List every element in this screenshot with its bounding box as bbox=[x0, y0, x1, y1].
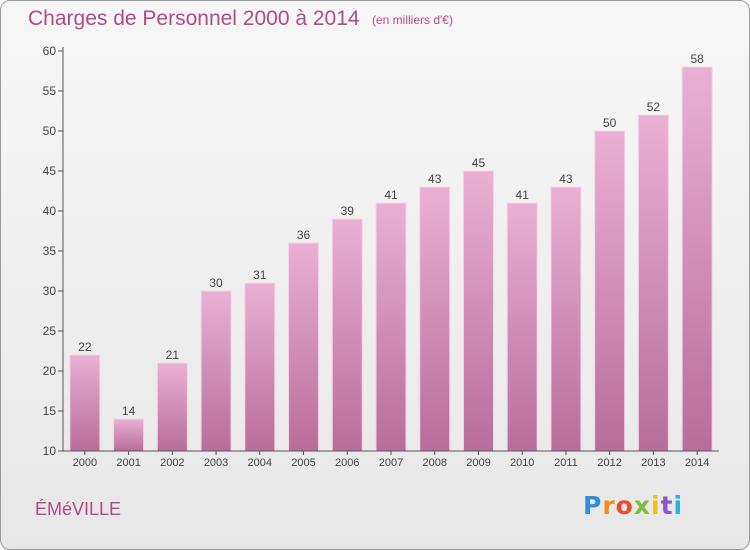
chart-unit-subtitle: (en milliers d'€) bbox=[372, 13, 453, 27]
x-tick-label: 2009 bbox=[466, 457, 490, 469]
logo-letter: i bbox=[673, 491, 684, 520]
x-tick-label: 2010 bbox=[510, 457, 534, 469]
y-tick-label: 50 bbox=[43, 124, 57, 138]
y-tick-label: 45 bbox=[43, 164, 57, 178]
x-tick-label: 2003 bbox=[204, 457, 228, 469]
bar bbox=[200, 290, 232, 452]
bar-value-label: 22 bbox=[78, 340, 92, 354]
bar-value-label: 43 bbox=[428, 172, 442, 186]
y-tick-label: 15 bbox=[43, 404, 57, 418]
y-tick-label: 10 bbox=[43, 444, 57, 458]
bar bbox=[506, 202, 538, 452]
x-tick-label: 2013 bbox=[641, 457, 665, 469]
x-tick-label: 2004 bbox=[248, 457, 272, 469]
x-tick-label: 2014 bbox=[685, 457, 709, 469]
logo-letter: P bbox=[583, 491, 603, 520]
bar bbox=[594, 130, 626, 452]
y-tick-label: 30 bbox=[43, 284, 57, 298]
bar bbox=[550, 186, 582, 452]
bar bbox=[244, 282, 276, 452]
bar bbox=[375, 202, 407, 452]
bar-value-label: 45 bbox=[472, 156, 486, 170]
bar-value-label: 58 bbox=[690, 52, 704, 66]
y-tick-label: 25 bbox=[43, 324, 57, 338]
y-tick-label: 20 bbox=[43, 364, 57, 378]
logo-letter: i bbox=[651, 491, 661, 520]
bar bbox=[69, 354, 101, 452]
x-tick-label: 2007 bbox=[379, 457, 403, 469]
bar bbox=[113, 418, 145, 452]
proxiti-logo: Proxiti bbox=[583, 491, 683, 520]
bar-value-label: 43 bbox=[559, 172, 573, 186]
x-tick-label: 2011 bbox=[554, 457, 578, 469]
logo-letter: t bbox=[660, 491, 674, 520]
commune-name: ÉMéVILLE bbox=[35, 499, 122, 519]
bar-value-label: 36 bbox=[297, 228, 311, 242]
bar-value-label: 39 bbox=[341, 204, 355, 218]
y-tick-label: 60 bbox=[43, 44, 57, 58]
bar-value-label: 31 bbox=[253, 268, 267, 282]
logo-letter: o bbox=[615, 491, 634, 520]
x-axis: 2000 2001 2002 2003 2004 2005 2006 2007 2008 2009… bbox=[63, 450, 719, 469]
bar bbox=[637, 114, 669, 452]
bars: 22 14 21 30 31 36 39 41 43 45 41 43 50 52 58 bbox=[69, 52, 713, 452]
x-tick-label: 2012 bbox=[597, 457, 621, 469]
y-axis: 10 15 20 25 30 35 40 45 50 55 60 bbox=[43, 44, 64, 458]
bar bbox=[156, 362, 188, 452]
bar-value-label: 52 bbox=[647, 100, 661, 114]
x-tick-label: 2005 bbox=[291, 457, 315, 469]
bar bbox=[331, 218, 363, 452]
bar-value-label: 21 bbox=[166, 348, 180, 362]
chart-title: Charges de Personnel 2000 à 2014 bbox=[28, 7, 360, 30]
x-tick-label: 2001 bbox=[116, 457, 140, 469]
y-tick-label: 55 bbox=[43, 84, 57, 98]
y-tick-label: 35 bbox=[43, 244, 57, 258]
x-tick-label: 2002 bbox=[160, 457, 184, 469]
bar-value-label: 30 bbox=[209, 276, 223, 290]
bar bbox=[288, 242, 320, 452]
x-tick-label: 2008 bbox=[422, 457, 446, 469]
bar-value-label: 50 bbox=[603, 116, 617, 130]
bar bbox=[419, 186, 451, 452]
bar-value-label: 41 bbox=[516, 188, 530, 202]
bar-value-label: 14 bbox=[122, 404, 136, 418]
logo-letter: x bbox=[633, 491, 651, 520]
y-tick-label: 40 bbox=[43, 204, 57, 218]
bar-value-label: 41 bbox=[384, 188, 398, 202]
bar bbox=[681, 66, 713, 452]
x-tick-label: 2000 bbox=[73, 457, 97, 469]
x-tick-label: 2006 bbox=[335, 457, 359, 469]
logo-letter: r bbox=[602, 491, 616, 520]
bar bbox=[462, 170, 494, 452]
